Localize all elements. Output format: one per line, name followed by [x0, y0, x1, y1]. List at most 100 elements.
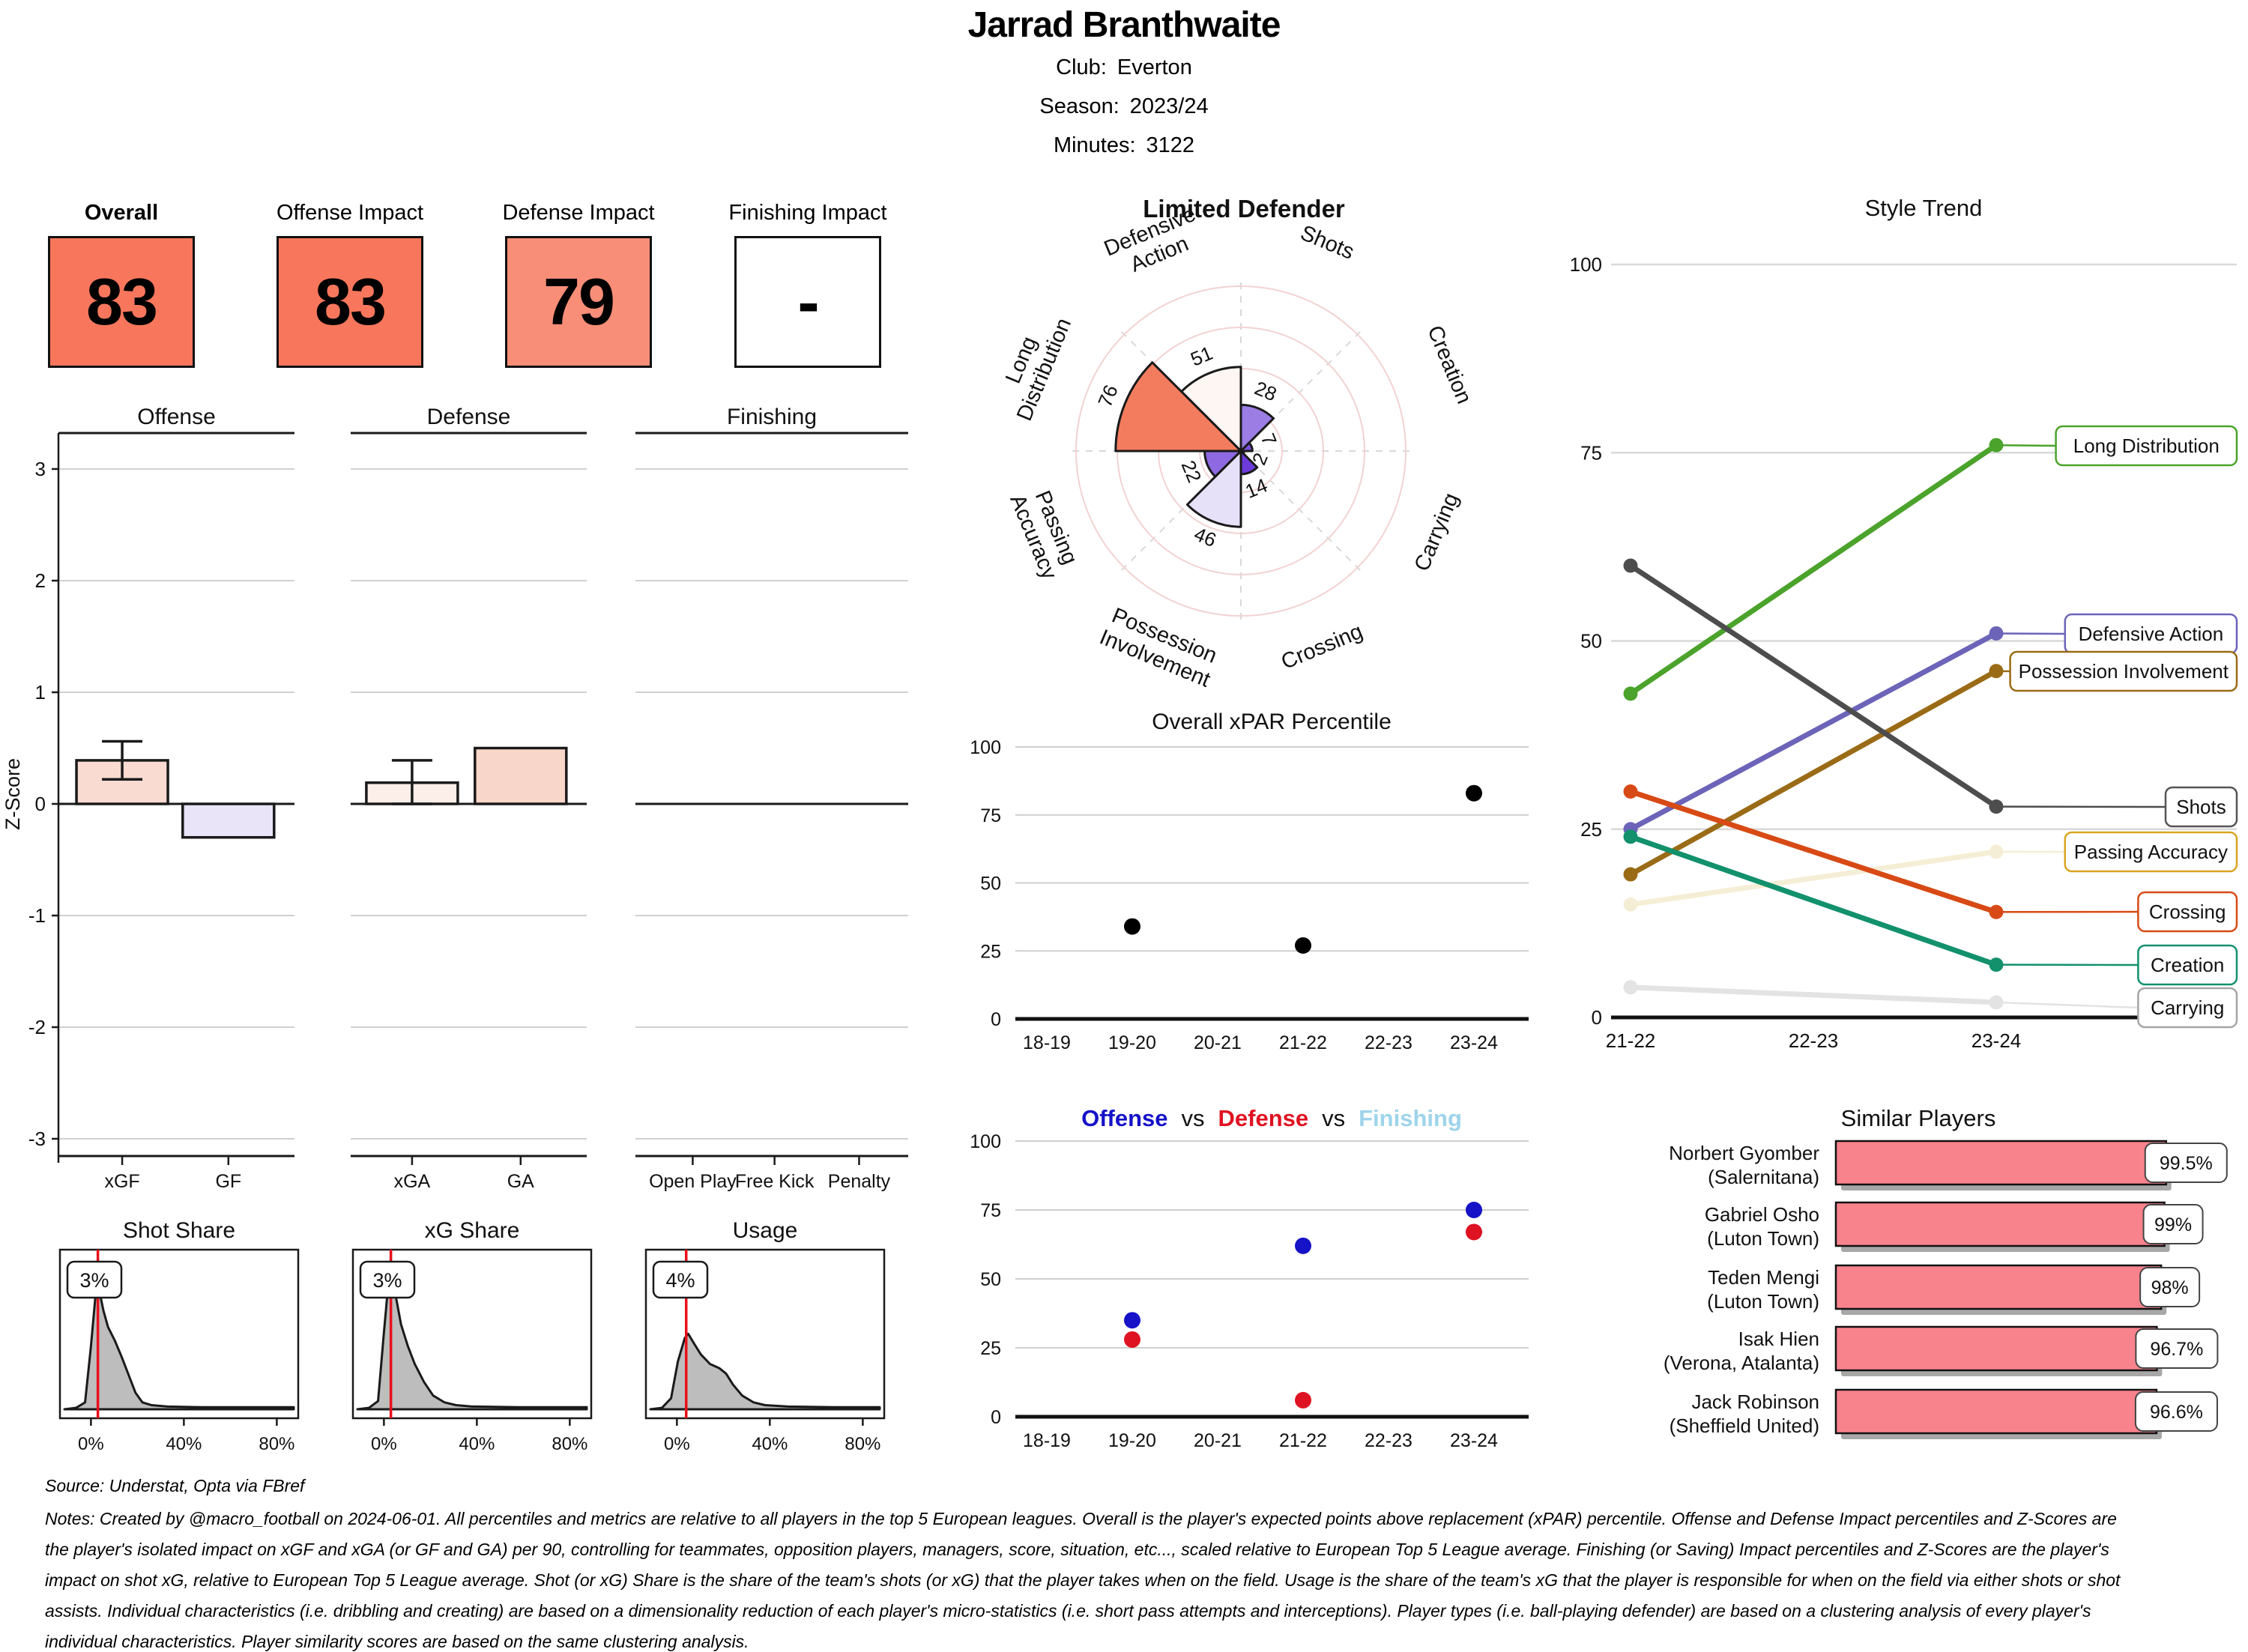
- style-trend-ytick-75: 75: [1580, 441, 1602, 464]
- radar-value-crossing: 14: [1242, 473, 1270, 503]
- xpar-ytick-0: 0: [991, 1009, 1001, 1030]
- style-trend-ytick-25: 25: [1580, 818, 1602, 841]
- style-trend-ytick-100: 100: [1570, 253, 1602, 276]
- ovd-xtick-23-24: 23-24: [1450, 1430, 1498, 1451]
- similar-name-jack-robinson: Jack Robinson: [1691, 1391, 1819, 1413]
- zscore_finishing-tick-open-play: Open Play: [649, 1171, 737, 1192]
- radar-value-possession-involvement: 46: [1191, 522, 1219, 551]
- style-trend-xtick-21-22: 21-22: [1606, 1029, 1656, 1052]
- xpar-xtick-20-21: 20-21: [1194, 1032, 1242, 1053]
- ovd-ytick-50: 50: [980, 1269, 1001, 1290]
- xg_share-xtick-0%: 0%: [371, 1434, 397, 1454]
- ovd-xtick-19-20: 19-20: [1108, 1430, 1156, 1451]
- ovd-point-offense-21-22: [1295, 1238, 1311, 1254]
- ovd-xtick-18-19: 18-19: [1023, 1430, 1071, 1451]
- similar-bar-teden-mengi: [1836, 1265, 2161, 1309]
- xg_share-xtick-80%: 80%: [552, 1434, 587, 1454]
- xpar-xtick-23-24: 23-24: [1450, 1032, 1498, 1053]
- style-trend-ytick-50: 50: [1580, 630, 1602, 653]
- trend-line-defensive-action: [1631, 633, 1996, 829]
- style-trend-xtick-23-24: 23-24: [1971, 1029, 2022, 1052]
- ovd-ytick-0: 0: [991, 1407, 1001, 1428]
- xpar-xtick-21-22: 21-22: [1279, 1032, 1327, 1053]
- xpar-xtick-19-20: 19-20: [1108, 1032, 1156, 1053]
- ovd-point-defense-21-22: [1295, 1392, 1311, 1409]
- similar-value-teden-mengi: 98%: [2151, 1277, 2189, 1298]
- style-trend-title: Style Trend: [1865, 195, 1983, 221]
- similar-bar-gabriel-osho: [1836, 1202, 2165, 1246]
- xpar-point-overall-21-22: [1295, 937, 1311, 954]
- zscore_defense-tick-ga: GA: [507, 1171, 534, 1192]
- similar-value-gabriel-osho: 99%: [2154, 1214, 2192, 1235]
- notes-line-5: individual characteristics. Player simil…: [45, 1632, 749, 1652]
- trend-label-long-distribution: Long Distribution: [2073, 435, 2220, 457]
- xg_share-title: xG Share: [425, 1218, 520, 1243]
- usage-title: Usage: [733, 1218, 798, 1243]
- similar-bar-norbert-gyomber: [1836, 1141, 2166, 1184]
- trend-line-long-distribution: [1631, 445, 1996, 694]
- trend-label-shots: Shots: [2176, 796, 2226, 818]
- similar-name-isak-hien: Isak Hien: [1738, 1328, 1819, 1350]
- xpar-title: Overall xPAR Percentile: [1152, 709, 1392, 734]
- shot_share-xtick-0%: 0%: [78, 1434, 104, 1454]
- zscore_finishing-tick-penalty: Penalty: [828, 1171, 891, 1192]
- similar-name-teden-mengi: Teden Mengi: [1708, 1266, 1819, 1289]
- xpar-point-overall-23-24: [1466, 785, 1482, 802]
- notes-line-3: impact on shot xG, relative to European …: [45, 1570, 2120, 1591]
- radar-category-carrying: Carrying: [1410, 490, 1464, 575]
- trend-label-defensive-action: Defensive Action: [2079, 623, 2224, 645]
- ovd-xtick-22-23: 22-23: [1365, 1430, 1412, 1451]
- zscore_offense-tick-xgf: xGF: [104, 1171, 139, 1192]
- style-trend-xtick-22-23: 22-23: [1789, 1029, 1839, 1052]
- trend-line-creation: [1631, 837, 1996, 965]
- zscore-axis-title: Z-Score: [1, 758, 24, 830]
- style-trend-ytick-0: 0: [1592, 1006, 1602, 1029]
- radar-value-defensive-action: 51: [1187, 342, 1215, 371]
- zscore_finishing-tick-free-kick: Free Kick: [735, 1171, 815, 1192]
- similar-value-isak-hien: 96.7%: [2150, 1339, 2203, 1360]
- ovd-point-defense-19-20: [1124, 1331, 1140, 1348]
- xpar-ytick-50: 50: [980, 874, 1001, 895]
- xpar-ytick-100: 100: [970, 737, 1001, 758]
- xpar-ytick-75: 75: [980, 805, 1001, 826]
- zscore_defense-tick-xga: xGA: [394, 1171, 431, 1192]
- ovd-ytick-25: 25: [980, 1338, 1001, 1359]
- usage-density-curve: [650, 1334, 880, 1409]
- similar-club-norbert-gyomber: (Salernitana): [1708, 1166, 1819, 1188]
- similar-club-isak-hien: (Verona, Atalanta): [1664, 1352, 1819, 1374]
- trend-line-carrying: [1631, 987, 1996, 1002]
- usage-xtick-0%: 0%: [664, 1434, 690, 1454]
- trend-label-passing-accuracy: Passing Accuracy: [2074, 841, 2228, 863]
- zscore_finishing-title: Finishing: [727, 405, 817, 429]
- similar-club-teden-mengi: (Luton Town): [1707, 1290, 1819, 1313]
- radar-category-long-distribution: LongDistribution: [990, 306, 1077, 425]
- similar-club-gabriel-osho: (Luton Town): [1707, 1227, 1819, 1250]
- trend-label-crossing: Crossing: [2149, 901, 2226, 923]
- similar-club-jack-robinson: (Sheffield United): [1670, 1415, 1819, 1437]
- xpar-xtick-18-19: 18-19: [1023, 1032, 1071, 1053]
- zscore_offense-tick-gf: GF: [215, 1171, 241, 1192]
- similar-name-norbert-gyomber: Norbert Gyomber: [1669, 1142, 1819, 1164]
- similar-name-gabriel-osho: Gabriel Osho: [1705, 1203, 1819, 1226]
- zscore_offense-title: Offense: [137, 405, 216, 429]
- notes-line-2: the player's isolated impact on xGF and …: [45, 1540, 2109, 1560]
- source-note: Source: Understat, Opta via FBref: [45, 1476, 304, 1496]
- ovd-xtick-20-21: 20-21: [1194, 1430, 1242, 1451]
- xpar-point-overall-19-20: [1124, 919, 1140, 935]
- zscore-ytick-2: 2: [35, 569, 46, 592]
- shot_share-xtick-40%: 40%: [166, 1434, 202, 1454]
- zscore-ytick--2: -2: [28, 1016, 46, 1038]
- usage-xtick-40%: 40%: [752, 1434, 788, 1454]
- xg_share-value-label: 3%: [372, 1269, 402, 1292]
- xg_share-xtick-40%: 40%: [459, 1434, 495, 1454]
- zscore-ytick-1: 1: [35, 681, 46, 704]
- ovd-point-offense-23-24: [1466, 1202, 1482, 1218]
- zscore-ytick--1: -1: [28, 904, 46, 927]
- zscore_offense-bar-gf: [183, 804, 274, 838]
- shot_share-title: Shot Share: [123, 1218, 235, 1243]
- trend-label-carrying: Carrying: [2151, 996, 2224, 1019]
- similar-bar-jack-robinson: [1836, 1390, 2157, 1433]
